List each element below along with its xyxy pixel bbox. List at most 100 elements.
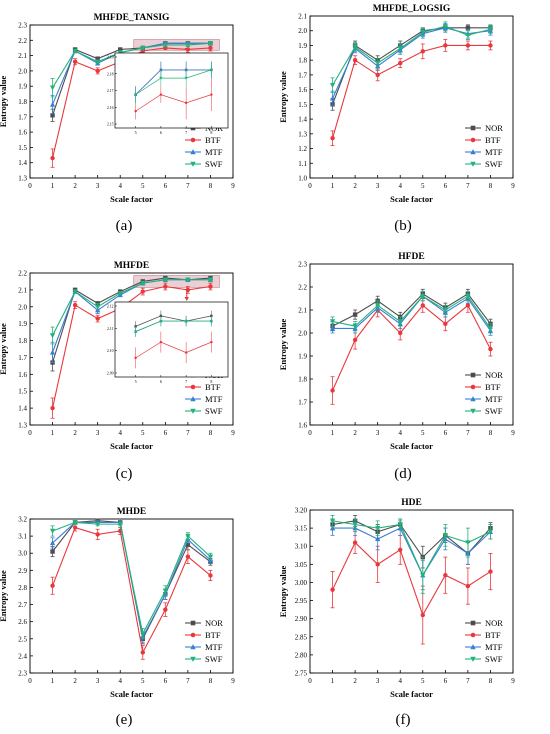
legend-marker bbox=[190, 396, 196, 402]
x-tick-label: 8 bbox=[209, 429, 213, 437]
y-tick-label: 3.00 bbox=[295, 579, 308, 587]
series-btf bbox=[330, 298, 493, 405]
y-tick-label: 2.95 bbox=[295, 597, 308, 605]
data-point bbox=[443, 573, 448, 578]
legend-marker bbox=[190, 408, 196, 414]
inset-y-tick-label: 2.16 bbox=[107, 106, 114, 110]
inset-y-tick-label: 2.10 bbox=[107, 349, 114, 353]
data-point bbox=[207, 554, 214, 560]
data-point bbox=[375, 60, 381, 66]
legend-label: MTF bbox=[205, 147, 223, 157]
inset-data-point bbox=[184, 319, 188, 323]
x-axis-label: Scale factor bbox=[390, 689, 433, 699]
data-point bbox=[95, 304, 101, 310]
data-point bbox=[49, 333, 56, 339]
legend-label: SWF bbox=[205, 159, 223, 169]
x-tick-label: 7 bbox=[186, 429, 190, 437]
x-tick-label: 2 bbox=[73, 429, 77, 437]
inset-y-tick-label: 2.18 bbox=[107, 72, 114, 76]
data-point bbox=[117, 521, 123, 527]
x-tick-label: 9 bbox=[231, 429, 235, 437]
x-tick-label: 8 bbox=[489, 429, 493, 437]
y-axis-label: Entropy value bbox=[0, 570, 8, 622]
series-line bbox=[52, 521, 211, 636]
chart-panel-4: HFDE 0 1 2 3 4 5 6 7 8 9 1.6 1.7 1.8 1.9 2.0 2.1 2.2 2.3 Sc… bbox=[278, 252, 515, 451]
data-point bbox=[95, 521, 101, 527]
x-tick-label: 4 bbox=[398, 182, 402, 190]
x-axis-label: Scale factor bbox=[390, 194, 433, 204]
x-tick-label: 4 bbox=[398, 677, 402, 685]
data-point bbox=[443, 321, 448, 326]
legend-marker bbox=[190, 149, 196, 155]
y-axis-label: Entropy value bbox=[278, 318, 288, 370]
y-tick-label: 1.3 bbox=[18, 175, 27, 183]
y-tick-label: 2.9 bbox=[18, 567, 27, 575]
data-point bbox=[49, 528, 56, 534]
zoom-region bbox=[133, 275, 220, 288]
data-point bbox=[465, 25, 471, 30]
data-point bbox=[420, 612, 425, 618]
x-tick-label: 2 bbox=[353, 182, 357, 190]
inset-data-point bbox=[210, 93, 213, 96]
y-tick-label: 1.8 bbox=[298, 57, 307, 65]
y-axis-label: Entropy value bbox=[0, 75, 8, 127]
series-line bbox=[332, 295, 491, 332]
data-point bbox=[95, 56, 100, 61]
series-swf bbox=[49, 520, 214, 640]
x-tick-label: 7 bbox=[466, 182, 470, 190]
x-tick-label: 3 bbox=[376, 429, 380, 437]
x-tick-label: 5 bbox=[421, 429, 425, 437]
y-tick-label: 2.1 bbox=[18, 52, 27, 60]
y-tick-label: 3.1 bbox=[18, 533, 27, 541]
legend-label: BTF bbox=[205, 382, 221, 392]
legend-label: NOR bbox=[485, 618, 503, 628]
inset-series-btf bbox=[134, 331, 213, 369]
data-point bbox=[72, 48, 78, 54]
series-line bbox=[332, 527, 491, 577]
data-point bbox=[329, 95, 336, 101]
x-tick-label: 2 bbox=[353, 429, 357, 437]
legend-marker bbox=[190, 161, 196, 167]
plot-frame bbox=[309, 15, 514, 179]
data-point bbox=[185, 277, 191, 283]
data-point bbox=[72, 59, 78, 64]
x-tick-label: 9 bbox=[231, 182, 235, 190]
y-tick-label: 2.3 bbox=[298, 261, 307, 269]
x-tick-label: 5 bbox=[141, 429, 145, 437]
data-point bbox=[330, 388, 335, 393]
x-tick-label: 6 bbox=[164, 677, 168, 685]
inset-data-point bbox=[134, 330, 138, 334]
y-tick-label: 1.4 bbox=[18, 159, 27, 167]
panel-label-d: (d) bbox=[394, 466, 412, 482]
inset-x-tick-label: 6 bbox=[160, 130, 162, 135]
inset-x-tick-label: 8 bbox=[210, 379, 212, 384]
plot-frame bbox=[309, 509, 514, 674]
data-point bbox=[208, 284, 213, 289]
x-tick-label: 7 bbox=[466, 429, 470, 437]
inset-x-tick-label: 8 bbox=[210, 130, 212, 135]
y-tick-label: 2.1 bbox=[18, 286, 27, 294]
y-tick-label: 3.0 bbox=[18, 550, 27, 558]
legend-marker bbox=[190, 384, 196, 390]
legend-label: NOR bbox=[205, 618, 223, 628]
x-tick-label: 1 bbox=[331, 429, 335, 437]
y-tick-label: 2.1 bbox=[298, 13, 307, 21]
data-point bbox=[72, 525, 78, 530]
data-point bbox=[465, 294, 471, 299]
y-tick-label: 1.9 bbox=[18, 83, 27, 91]
inset-data-point bbox=[159, 319, 163, 323]
legend-marker bbox=[190, 644, 196, 650]
inset-series-line bbox=[135, 315, 212, 327]
data-point bbox=[465, 303, 471, 308]
x-tick-label: 0 bbox=[28, 429, 32, 437]
inset-y-tick-label: 2.17 bbox=[107, 89, 114, 93]
inset-data-point bbox=[209, 319, 213, 323]
inset-data-point bbox=[159, 68, 163, 72]
series-btf bbox=[50, 523, 213, 660]
x-tick-label: 5 bbox=[141, 182, 145, 190]
y-tick-label: 1.8 bbox=[18, 98, 27, 106]
data-point bbox=[72, 289, 78, 295]
data-point bbox=[140, 631, 146, 637]
data-point bbox=[72, 520, 78, 526]
legend-label: SWF bbox=[205, 654, 223, 664]
